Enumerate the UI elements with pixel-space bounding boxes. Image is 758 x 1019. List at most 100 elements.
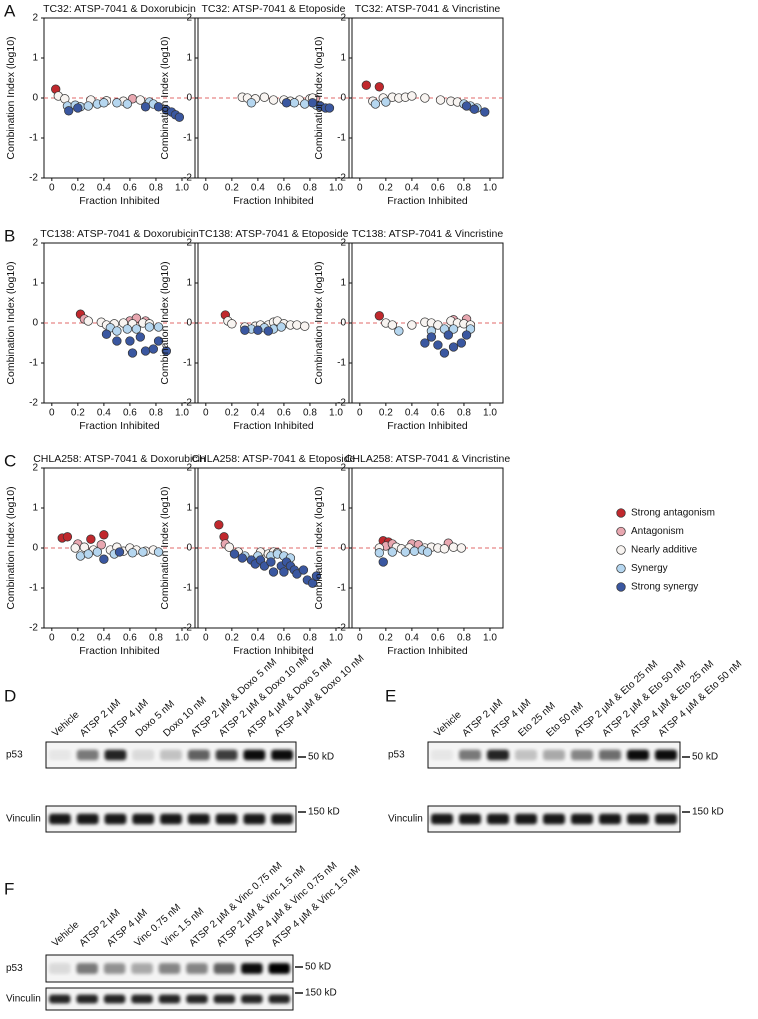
band <box>186 994 208 1004</box>
data-point <box>112 326 122 336</box>
data-point <box>140 102 151 112</box>
y-tick-label: -2 <box>29 173 38 184</box>
data-point <box>101 329 112 339</box>
data-point <box>64 106 74 116</box>
band <box>599 813 621 825</box>
data-point <box>153 322 164 332</box>
band <box>431 813 453 825</box>
y-tick-label: -2 <box>183 398 192 409</box>
data-point <box>70 543 80 553</box>
data-point <box>161 346 172 356</box>
y-tick-label: 2 <box>186 13 192 24</box>
y-tick-label: -2 <box>29 398 38 409</box>
x-axis-label: Fraction Inhibited <box>233 195 314 207</box>
data-point <box>99 554 109 564</box>
y-axis-label: Combination Index (log10) <box>5 261 17 384</box>
band <box>213 994 236 1004</box>
x-tick-label: 0.6 <box>431 408 445 419</box>
data-point <box>174 112 185 122</box>
data-point <box>253 325 263 335</box>
band <box>571 813 593 825</box>
y-tick-label: -1 <box>337 583 346 594</box>
y-tick-label: 1 <box>340 53 346 64</box>
data-point <box>144 322 155 332</box>
chart-title: TC32: ATSP-7041 & Etoposide <box>202 3 346 15</box>
data-point <box>83 101 93 111</box>
x-tick-label: 0.6 <box>431 183 445 194</box>
x-tick-label: 0 <box>357 408 363 419</box>
y-tick-label: -1 <box>29 583 38 594</box>
data-point <box>138 547 148 557</box>
y-axis-label: Combination Index (log10) <box>159 261 171 384</box>
data-point <box>443 330 453 340</box>
data-point <box>86 534 96 544</box>
panel-label: D <box>4 686 16 705</box>
band <box>543 749 565 761</box>
data-point <box>266 557 276 567</box>
data-point <box>112 336 122 346</box>
y-axis-label: Combination Index (log10) <box>159 486 171 609</box>
data-point <box>83 549 93 559</box>
x-tick-label: 0 <box>49 408 55 419</box>
band <box>515 749 537 761</box>
panel-label: F <box>4 879 14 898</box>
data-point <box>324 103 335 113</box>
data-point <box>387 320 398 330</box>
x-tick-label: 0.8 <box>457 408 471 419</box>
x-tick-label: 0 <box>357 183 363 194</box>
x-axis-label: Fraction Inhibited <box>387 645 468 657</box>
data-point <box>263 326 273 336</box>
x-tick-label: 0.8 <box>149 633 163 644</box>
x-tick-label: 0.4 <box>97 183 111 194</box>
data-point <box>224 542 234 552</box>
data-point <box>227 319 237 329</box>
legend-label: Strong synergy <box>631 582 698 593</box>
band <box>515 813 537 825</box>
band <box>215 749 238 761</box>
x-tick-label: 0 <box>203 408 209 419</box>
x-tick-label: 1.0 <box>329 183 343 194</box>
chart-title: TC138: ATSP-7041 & Etoposide <box>199 228 349 240</box>
data-point <box>73 103 83 113</box>
data-point <box>114 547 125 557</box>
chart-title: TC32: ATSP-7041 & Doxorubicin <box>43 3 196 15</box>
y-tick-label: -1 <box>29 133 38 144</box>
data-point <box>289 98 299 108</box>
band <box>187 749 210 761</box>
band <box>241 963 263 974</box>
band <box>627 749 649 761</box>
x-tick-label: 0.6 <box>431 633 445 644</box>
x-tick-label: 1.0 <box>483 183 497 194</box>
band <box>271 813 293 825</box>
band <box>76 963 98 974</box>
data-point <box>153 547 164 557</box>
data-point <box>99 530 109 540</box>
legend-swatch <box>616 508 626 518</box>
data-point <box>420 338 430 348</box>
x-tick-label: 1.0 <box>329 408 343 419</box>
y-tick-label: -2 <box>337 623 346 634</box>
data-point <box>83 316 93 326</box>
y-tick-label: 2 <box>186 238 192 249</box>
y-tick-label: 2 <box>186 463 192 474</box>
data-point <box>409 546 420 556</box>
band <box>103 994 126 1004</box>
data-point <box>148 344 158 354</box>
data-point <box>246 98 257 108</box>
x-tick-label: 0.8 <box>303 633 317 644</box>
band <box>132 813 155 825</box>
data-point <box>240 325 250 335</box>
band <box>131 994 153 1004</box>
data-point <box>448 542 459 552</box>
x-axis-label: Fraction Inhibited <box>79 420 160 432</box>
x-tick-label: 0.6 <box>277 633 291 644</box>
data-point <box>407 91 417 101</box>
band <box>459 749 481 761</box>
band <box>268 994 290 1004</box>
data-point <box>153 102 164 112</box>
row-label: p53 <box>6 750 23 761</box>
chart-title: CHLA258: ATSP-7041 & Etoposide <box>192 453 356 465</box>
data-point <box>281 98 292 108</box>
chart-title: TC138: ATSP-7041 & Vincristine <box>352 228 504 240</box>
data-point <box>400 547 411 557</box>
